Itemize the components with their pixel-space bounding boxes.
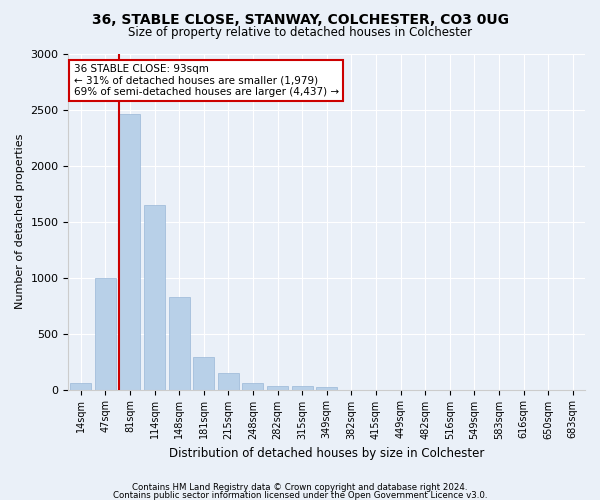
Bar (169, 296, 190, 390)
Text: Contains public sector information licensed under the Open Government Licence v3: Contains public sector information licen… (113, 491, 487, 500)
Bar (242, 384, 263, 390)
Bar (95, 278, 116, 390)
Text: Size of property relative to detached houses in Colchester: Size of property relative to detached ho… (128, 26, 472, 39)
Bar (119, 114, 140, 390)
Bar (267, 386, 288, 390)
Bar (193, 356, 214, 390)
X-axis label: Distribution of detached houses by size in Colchester: Distribution of detached houses by size … (169, 447, 484, 460)
Bar (292, 386, 313, 390)
Text: 36 STABLE CLOSE: 93sqm
← 31% of detached houses are smaller (1,979)
69% of semi-: 36 STABLE CLOSE: 93sqm ← 31% of detached… (74, 64, 338, 98)
Text: 36, STABLE CLOSE, STANWAY, COLCHESTER, CO3 0UG: 36, STABLE CLOSE, STANWAY, COLCHESTER, C… (91, 12, 509, 26)
Text: Contains HM Land Registry data © Crown copyright and database right 2024.: Contains HM Land Registry data © Crown c… (132, 484, 468, 492)
Y-axis label: Number of detached properties: Number of detached properties (15, 134, 25, 310)
Bar (70, 384, 91, 390)
Bar (316, 388, 337, 390)
Bar (144, 205, 165, 390)
Bar (218, 374, 239, 390)
